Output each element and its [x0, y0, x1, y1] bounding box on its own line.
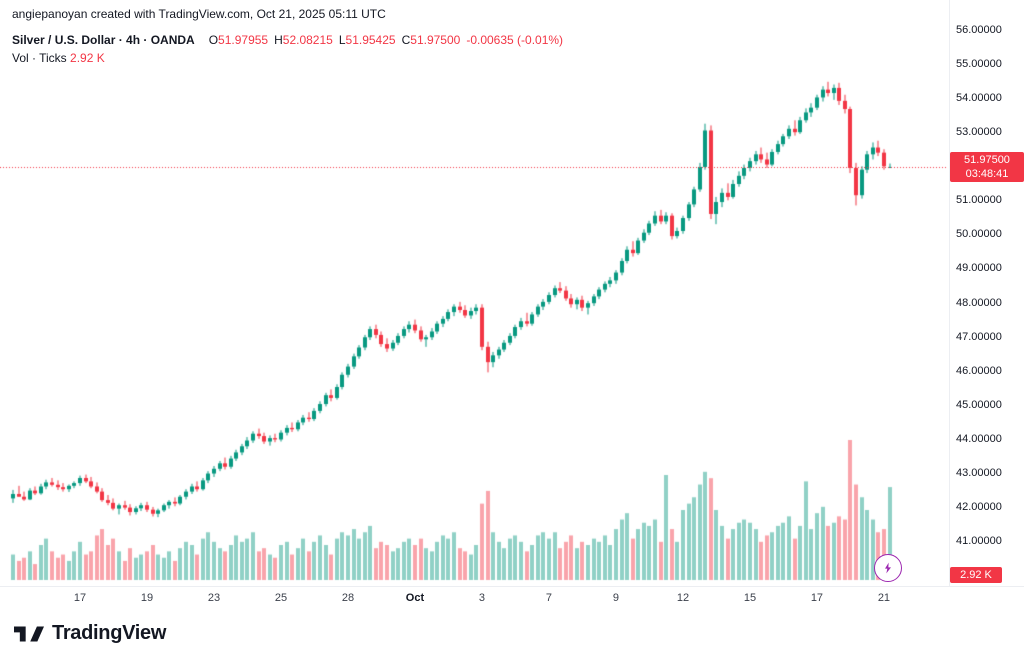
price-tick-label: 55.00000 — [956, 58, 1002, 71]
time-tick-label: 12 — [676, 592, 690, 604]
price-axis[interactable]: 51.97500 03:48:41 2.92 K 56.00000 55.0000… — [950, 0, 1024, 586]
time-tick-label: Oct — [405, 592, 425, 604]
time-tick-label: 15 — [743, 592, 757, 604]
low-label: L — [338, 33, 346, 47]
volume-value: 2.92 K — [70, 51, 105, 65]
tradingview-logo-icon — [14, 623, 44, 645]
legend-symbol-row: Silver / U.S. Dollar · 4h · OANDA O51.979… — [12, 32, 563, 49]
price-tick-label: 48.00000 — [956, 296, 1002, 309]
price-tick-label: 50.00000 — [956, 228, 1002, 241]
chart-legend: Silver / U.S. Dollar · 4h · OANDA O51.979… — [12, 32, 563, 67]
price-tick-label: 54.00000 — [956, 92, 1002, 105]
volume-label[interactable]: Vol · Ticks — [12, 51, 67, 65]
price-tick-label: 45.00000 — [956, 398, 1002, 411]
attribution-text: angiepanoyan created with TradingView.co… — [12, 7, 386, 21]
price-tick-label: 42.00000 — [956, 500, 1002, 513]
instant-trading-button[interactable] — [874, 554, 902, 582]
price-tick-label: 53.00000 — [956, 126, 1002, 139]
bar-countdown: 03:48:41 — [965, 168, 1009, 181]
price-tick-label: 56.00000 — [956, 24, 1002, 36]
tradingview-wordmark: TradingView — [52, 622, 167, 644]
last-price-badge: 51.97500 03:48:41 — [950, 152, 1024, 183]
open-label: O — [208, 33, 219, 47]
time-tick-label: 3 — [478, 592, 486, 604]
open-value: 51.97955 — [218, 33, 269, 47]
time-tick-label: 25 — [274, 592, 288, 604]
price-tick-label: 43.00000 — [956, 466, 1002, 479]
time-tick-label: 28 — [341, 592, 355, 604]
close-label: C — [401, 33, 411, 47]
time-tick-label: 21 — [877, 592, 891, 604]
price-tick-label: 41.00000 — [956, 535, 1002, 547]
time-tick-label: 9 — [612, 592, 620, 604]
close-value: 51.97500 — [410, 33, 461, 47]
high-label: H — [274, 33, 283, 47]
change-value: -0.00635 (-0.01%) — [466, 33, 564, 47]
price-tick-label: 44.00000 — [956, 432, 1002, 445]
volume-badge: 2.92 K — [950, 567, 1002, 583]
high-value: 52.08215 — [282, 33, 333, 47]
time-tick-label: 17 — [73, 592, 87, 604]
legend-volume-row: Vol · Ticks 2.92 K — [12, 50, 563, 67]
price-tick-label: 46.00000 — [956, 364, 1002, 377]
low-value: 51.95425 — [345, 33, 396, 47]
time-tick-label: 17 — [810, 592, 824, 604]
tradingview-logo[interactable]: TradingView — [14, 622, 166, 645]
price-tick-label: 49.00000 — [956, 262, 1002, 275]
symbol-title[interactable]: Silver / U.S. Dollar · 4h · OANDA — [12, 33, 195, 47]
time-tick-label: 19 — [140, 592, 154, 604]
time-tick-label: 23 — [207, 592, 221, 604]
time-axis[interactable]: 17 19 23 25 28 Oct 3 7 9 12 15 17 21 — [0, 588, 949, 612]
last-price-value: 51.97500 — [964, 154, 1010, 167]
time-axis-separator — [0, 586, 1024, 587]
price-axis-separator — [949, 0, 950, 586]
price-tick-label: 51.00000 — [956, 194, 1002, 207]
lightning-icon — [880, 560, 896, 576]
price-tick-label: 47.00000 — [956, 330, 1002, 343]
time-tick-label: 7 — [545, 592, 553, 604]
